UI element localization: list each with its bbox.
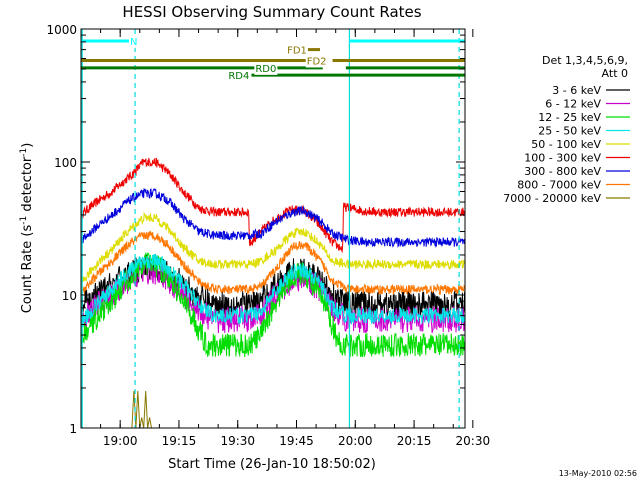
y-tick-label-2: 100 [54, 156, 77, 170]
footer-timestamp: 13-May-2010 02:56 [559, 469, 637, 478]
x-tick-label-6: 20:30 [456, 434, 491, 448]
y-axis-label-mid: detector [20, 156, 35, 216]
legend-entry-label-0: 3 - 6 keV [552, 84, 601, 97]
event-label-rd0: RD0 [255, 64, 276, 75]
event-label-n: N [130, 37, 137, 48]
event-label-fd1: FD1 [287, 46, 307, 57]
y-axis-label-sup-2: -1 [19, 148, 29, 157]
event-label-fd2: FD2 [307, 56, 327, 67]
event-label-bg-n [128, 37, 139, 49]
y-tick-label-1: 10 [62, 289, 77, 303]
legend-entry-label-7: 800 - 7000 keV [517, 179, 601, 192]
series-line-5 [81, 157, 465, 254]
x-tick-label-4: 20:00 [338, 434, 373, 448]
legend-entry-label-6: 300 - 800 keV [524, 165, 601, 178]
x-tick-label-0: 19:00 [103, 434, 138, 448]
legend-entry-label-3: 25 - 50 keV [538, 125, 601, 138]
legend-entry-label-4: 50 - 100 keV [531, 138, 601, 151]
series-line-2 [81, 252, 465, 358]
chart-title: HESSI Observing Summary Count Rates [122, 3, 421, 21]
x-tick-label-3: 19:45 [279, 434, 314, 448]
x-tick-label-1: 19:15 [162, 434, 197, 448]
series-line-6 [81, 187, 465, 249]
x-tick-label-5: 20:15 [397, 434, 432, 448]
y-axis-label: Count Rate (s-1 detector-1) [19, 143, 35, 314]
y-axis-label-text: Count Rate (s [20, 225, 35, 314]
axes: 19:00 19:15 19:30 19:45 20:00 20:15 20:30 1 10 10… [46, 23, 490, 448]
y-tick-label-3: 1000 [46, 23, 77, 37]
y-tick-label-0: 1 [69, 422, 77, 436]
event-label-bg-rd4 [227, 71, 251, 83]
event-label-rd4: RD4 [228, 71, 249, 82]
series-line-8 [81, 390, 465, 428]
series-line-3 [81, 253, 465, 332]
legend-entry-label-2: 12 - 25 keV [538, 111, 601, 124]
legend-entry-label-8: 7000 - 20000 keV [503, 192, 601, 205]
series-line-7 [81, 230, 465, 299]
legend-entry-label-5: 100 - 300 keV [524, 152, 601, 165]
event-label-bg-rd0 [254, 63, 278, 75]
legend-entry-label-1: 6 - 12 keV [545, 98, 601, 111]
y-axis-label-end: ) [20, 143, 35, 148]
x-axis-label: Start Time (26-Jan-10 18:50:02) [168, 457, 376, 472]
legend-header-line-1: Det 1,3,4,5,6,9, [542, 54, 628, 67]
event-label-bg-fd2 [305, 56, 328, 68]
series-line-4 [81, 211, 465, 283]
event-label-bg-fd1 [286, 45, 308, 57]
plot-frame [80, 28, 466, 429]
legend-header-line-2: Att 0 [602, 67, 628, 80]
y-axis-label-sup-1: -1 [19, 216, 29, 225]
x-tick-label-2: 19:30 [220, 434, 255, 448]
